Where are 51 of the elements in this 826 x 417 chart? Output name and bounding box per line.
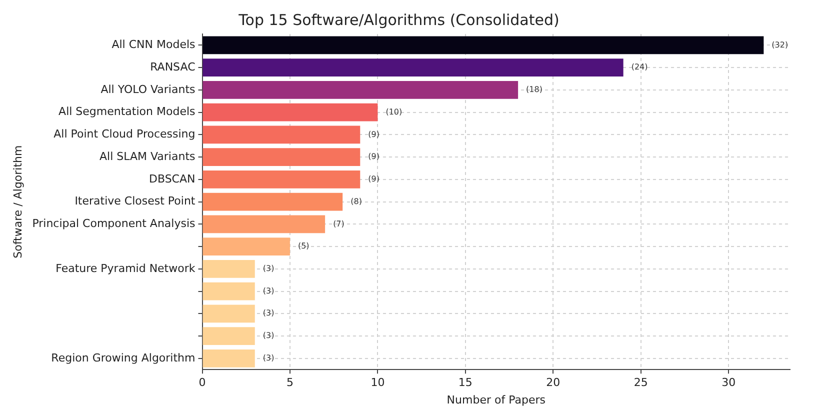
data-label: (5) — [298, 242, 310, 251]
bar — [202, 58, 624, 77]
data-label: (3) — [262, 286, 274, 296]
data-label: (3) — [262, 331, 274, 340]
y-tick-label: All SLAM Variants — [99, 150, 196, 163]
y-tick-label: RANSAC — [150, 60, 196, 74]
data-label: (3) — [262, 353, 274, 362]
data-label: (8) — [350, 196, 362, 206]
x-tick-label: 15 — [458, 376, 472, 390]
x-tick-label: 5 — [286, 376, 294, 390]
data-label: (3) — [262, 308, 274, 318]
x-axis-title: Number of Papers — [446, 393, 546, 406]
x-tick-label: 25 — [634, 376, 648, 390]
bar — [202, 304, 255, 323]
y-axis-title: Software / Algorithm — [11, 145, 24, 258]
bar — [202, 282, 255, 300]
y-tick-label: DBSCAN — [149, 172, 196, 186]
y-tick-label: Iterative Closest Point — [74, 194, 196, 208]
data-label: (24) — [631, 62, 648, 72]
data-label: (32) — [772, 40, 788, 50]
bar — [202, 170, 360, 188]
y-tick-label: Region Growing Algorithm — [51, 351, 196, 364]
y-tick-label: Principal Component Analysis — [32, 217, 196, 230]
bar — [202, 148, 360, 166]
bar — [202, 215, 326, 234]
x-tick-label: 30 — [722, 376, 736, 390]
y-tick-label: All Segmentation Models — [58, 105, 196, 118]
y-tick-label: All YOLO Variants — [100, 82, 196, 96]
x-tick-label: 10 — [370, 376, 385, 390]
bar — [202, 36, 764, 54]
y-tick-label: All Point Cloud Processing — [54, 128, 196, 141]
x-tick-label: 20 — [546, 376, 560, 390]
bar — [202, 80, 518, 99]
data-label: (9) — [368, 130, 380, 139]
bar — [202, 327, 255, 345]
y-tick-label: Feature Pyramid Network — [56, 262, 196, 275]
data-label: (9) — [368, 174, 380, 184]
data-label: (9) — [368, 152, 380, 162]
chart-title: Top 15 Software/Algorithms (Consolidated) — [238, 10, 560, 29]
bar — [202, 349, 255, 368]
bar — [202, 103, 378, 122]
bar — [202, 192, 343, 211]
data-label: (18) — [526, 85, 542, 94]
bar — [202, 260, 255, 278]
data-label: (10) — [386, 107, 402, 116]
data-label: (7) — [333, 219, 344, 228]
data-label: (3) — [262, 264, 274, 273]
y-tick-label: All CNN Models — [112, 38, 196, 52]
x-tick-label: 0 — [198, 376, 206, 390]
bar — [202, 126, 360, 144]
bar — [202, 238, 290, 256]
